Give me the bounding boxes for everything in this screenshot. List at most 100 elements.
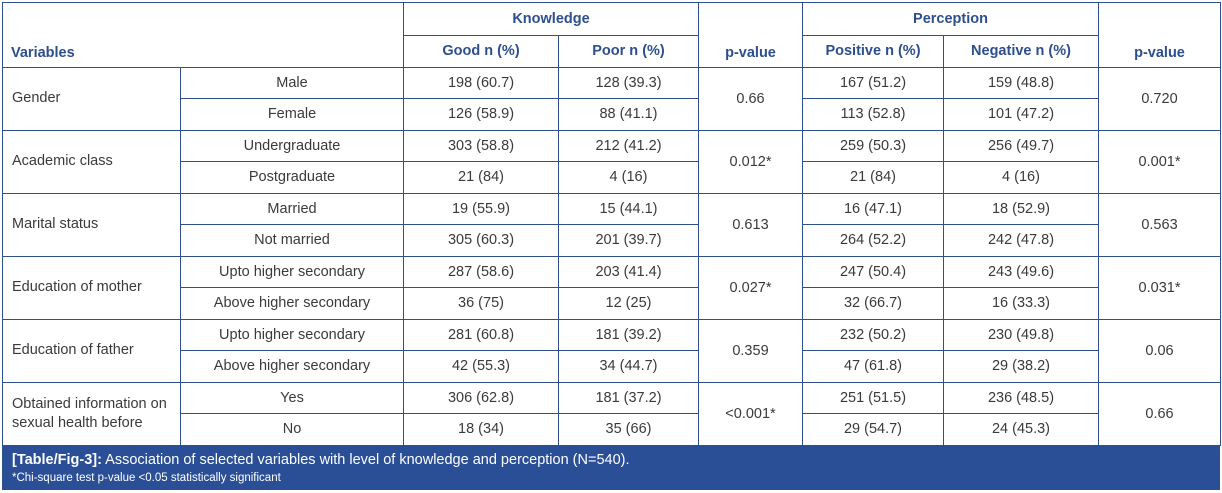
good-value: 42 (55.3) [403,350,559,383]
subcategory: Upto higher secondary [180,318,404,351]
good-value: 19 (55.9) [403,192,559,225]
table-row: Obtained information on sexual health be… [2,381,1221,446]
negative-value: 24 (45.3) [943,413,1099,446]
table-row: Gender Male 198 (60.7) 128 (39.3) 0.66 167 (5… [2,66,1221,131]
poor-value: 15 (44.1) [558,192,699,225]
negative-value: 243 (49.6) [943,255,1099,288]
negative-value: 256 (49.7) [943,129,1099,162]
subcategory: No [180,413,404,446]
negative-value: 242 (47.8) [943,224,1099,257]
header-positive: Positive n (%) [802,35,944,68]
good-value: 198 (60.7) [403,66,559,99]
variable-name: Marital status [2,192,181,257]
header-knowledge: Knowledge [403,2,699,36]
subcategory: Upto higher secondary [180,255,404,288]
poor-value: 128 (39.3) [558,66,699,99]
subcategory: Undergraduate [180,129,404,162]
negative-value: 4 (16) [943,161,1099,194]
p-value-perception: 0.563 [1098,192,1221,257]
positive-value: 16 (47.1) [802,192,944,225]
header-p-value-knowledge: p-value [698,2,803,68]
subcategory: Yes [180,381,404,414]
positive-value: 47 (61.8) [802,350,944,383]
header-good: Good n (%) [403,35,559,68]
p-value-perception: 0.720 [1098,66,1221,131]
positive-value: 167 (51.2) [802,66,944,99]
table-row: Academic class Undergraduate 303 (58.8) 212… [2,129,1221,194]
good-value: 281 (60.8) [403,318,559,351]
negative-value: 16 (33.3) [943,287,1099,320]
table-row: Education of mother Upto higher secondary… [2,255,1221,320]
positive-value: 264 (52.2) [802,224,944,257]
table-row: No 18 (34) 35 (66) 29 (54.7) 24 (45.3) [3,413,1221,446]
header-negative: Negative n (%) [943,35,1099,68]
good-value: 305 (60.3) [403,224,559,257]
good-value: 287 (58.6) [403,255,559,288]
p-value-perception: 0.031* [1098,255,1221,320]
positive-value: 259 (50.3) [802,129,944,162]
subcategory: Above higher secondary [180,350,404,383]
poor-value: 35 (66) [558,413,699,446]
p-value-knowledge: 0.027* [698,255,803,320]
caption-text: Association of selected variables with l… [101,451,630,468]
header-variables: Variables [2,2,404,68]
poor-value: 181 (37.2) [558,381,699,414]
negative-value: 101 (47.2) [943,98,1099,131]
table-row: Marital status Married 19 (55.9) 15 (44.1) 0… [2,192,1221,257]
good-value: 21 (84) [403,161,559,194]
positive-value: 29 (54.7) [802,413,944,446]
caption-note: *Chi-square test p-value <0.05 statistic… [12,471,281,484]
p-value-knowledge: 0.613 [698,192,803,257]
negative-value: 18 (52.9) [943,192,1099,225]
poor-value: 201 (39.7) [558,224,699,257]
good-value: 306 (62.8) [403,381,559,414]
variable-name: Education of mother [2,255,181,320]
subcategory: Male [180,66,404,99]
positive-value: 21 (84) [802,161,944,194]
caption: [Table/Fig-3]: Association of selected v… [2,445,1220,490]
good-value: 36 (75) [403,287,559,320]
poor-value: 181 (39.2) [558,318,699,351]
subcategory: Not married [180,224,404,257]
negative-value: 159 (48.8) [943,66,1099,99]
header-poor: Poor n (%) [558,35,699,68]
variable-name: Gender [2,66,181,131]
p-value-perception: 0.06 [1098,318,1221,383]
table-row: Not married 305 (60.3) 201 (39.7) 264 (52.2… [3,224,1221,257]
poor-value: 203 (41.4) [558,255,699,288]
subcategory: Postgraduate [180,161,404,194]
poor-value: 34 (44.7) [558,350,699,383]
variable-name: Education of father [2,318,181,383]
p-value-perception: 0.66 [1098,381,1221,446]
table-row: Postgraduate 21 (84) 4 (16) 21 (84) 4 (16) [3,161,1221,194]
table-row: Education of father Upto higher secondary… [2,318,1221,383]
p-value-knowledge: 0.012* [698,129,803,194]
good-value: 126 (58.9) [403,98,559,131]
poor-value: 212 (41.2) [558,129,699,162]
poor-value: 12 (25) [558,287,699,320]
variable-name: Academic class [2,129,181,194]
table-row: Above higher secondary 42 (55.3) 34 (44.7)… [3,350,1221,383]
positive-value: 247 (50.4) [802,255,944,288]
positive-value: 113 (52.8) [802,98,944,131]
positive-value: 32 (66.7) [802,287,944,320]
negative-value: 230 (49.8) [943,318,1099,351]
positive-value: 232 (50.2) [802,318,944,351]
negative-value: 29 (38.2) [943,350,1099,383]
subcategory: Above higher secondary [180,287,404,320]
positive-value: 251 (51.5) [802,381,944,414]
subcategory: Female [180,98,404,131]
poor-value: 4 (16) [558,161,699,194]
good-value: 18 (34) [403,413,559,446]
table-row: Female 126 (58.9) 88 (41.1) 113 (52.8) 101 (… [3,98,1221,131]
poor-value: 88 (41.1) [558,98,699,131]
caption-label: [Table/Fig-3]: [12,451,102,468]
subcategory: Married [180,192,404,225]
p-value-knowledge: <0.001* [698,381,803,446]
results-table: Variables Knowledge p-value Perception p… [2,2,1221,446]
p-value-knowledge: 0.359 [698,318,803,383]
p-value-perception: 0.001* [1098,129,1221,194]
p-value-knowledge: 0.66 [698,66,803,131]
good-value: 303 (58.8) [403,129,559,162]
